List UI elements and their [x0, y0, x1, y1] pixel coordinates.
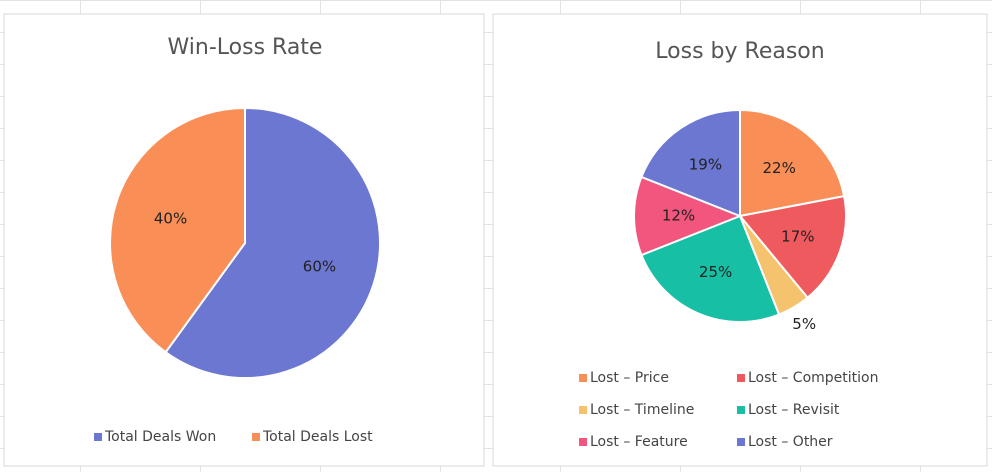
data-label: 19% — [689, 156, 722, 174]
pie-slice — [109, 106, 246, 354]
chart-title: Win-Loss Rate — [168, 35, 323, 60]
pie-slice — [640, 108, 741, 218]
legend-swatch — [737, 406, 745, 414]
legend-swatch — [737, 374, 745, 382]
pie-slice — [164, 106, 381, 379]
legend-swatch — [252, 433, 260, 441]
data-label: 22% — [763, 159, 796, 177]
legend-swatch — [94, 433, 102, 441]
legend-swatch — [579, 406, 587, 414]
legend-label: Lost – Other — [748, 434, 833, 450]
legend-swatch — [737, 438, 745, 446]
pie-slice — [633, 175, 743, 257]
legend-label: Total Deals Won — [104, 429, 216, 445]
legend-swatch — [579, 374, 587, 382]
data-label: 40% — [154, 209, 187, 227]
data-label: 60% — [303, 258, 336, 276]
data-label: 25% — [699, 263, 732, 281]
legend-label: Lost – Timeline — [590, 402, 694, 418]
data-label: 17% — [781, 227, 814, 245]
pie-slice — [739, 108, 846, 218]
legend-label: Lost – Price — [590, 370, 669, 386]
legend-label: Lost – Revisit — [748, 402, 840, 418]
legend-label: Total Deals Lost — [262, 429, 373, 445]
data-label: 12% — [662, 207, 695, 225]
legend-swatch — [579, 438, 587, 446]
legend-label: Lost – Competition — [748, 370, 878, 386]
legend-label: Lost – Feature — [590, 434, 688, 450]
data-label: 5% — [792, 315, 816, 333]
chart-title: Loss by Reason — [655, 39, 824, 64]
pie-slice — [738, 194, 847, 300]
pie-slice — [640, 214, 781, 323]
